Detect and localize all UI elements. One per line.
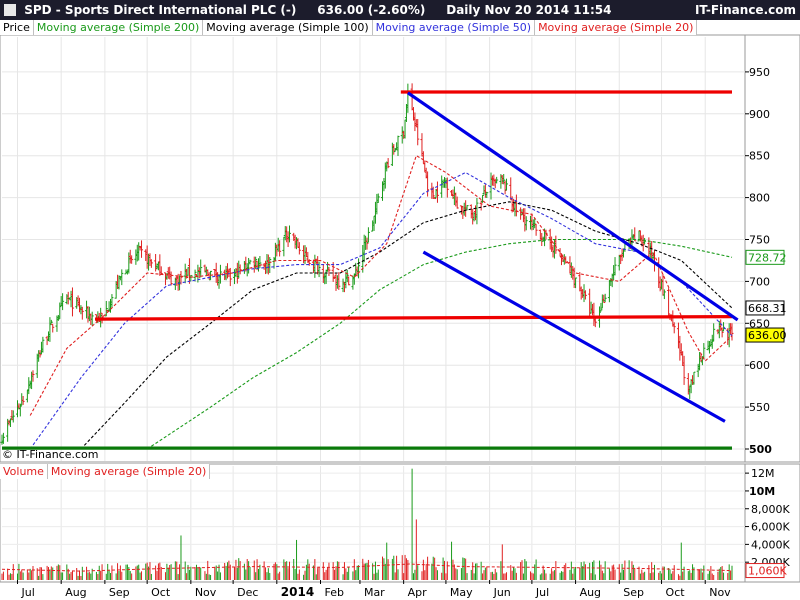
date-tick-label: Feb xyxy=(324,586,343,599)
trendline-mid-support xyxy=(95,314,733,321)
last-value-label-ma200: 728.72 xyxy=(748,251,787,264)
legend-ma100[interactable]: Moving average (Simple 100) xyxy=(203,20,373,35)
volume-ma20-line xyxy=(1,563,733,572)
legend-volume[interactable]: Volume xyxy=(0,464,48,479)
date-tick-label: 2014 xyxy=(281,585,314,599)
volume-tick-label: 4,000K xyxy=(751,538,790,551)
trendline-channel-upper xyxy=(406,91,739,322)
app-logo-icon xyxy=(4,4,16,16)
last-value-tag-ma200 xyxy=(745,249,785,265)
volume-ma-line xyxy=(1,563,733,572)
last-value-label-price: 636.00 xyxy=(748,329,787,342)
date-tick-label: Aug xyxy=(65,586,86,599)
legend-vol-ma20[interactable]: Moving average (Simple 20) xyxy=(47,464,211,479)
price-tick-label: 750 xyxy=(749,234,770,247)
price-tick-label: 600 xyxy=(749,359,770,372)
date-tick-label: Jul xyxy=(535,586,549,599)
date-axis: Jul Aug Sep Oct Nov Dec 2014 Feb Mar Apr May Jun Jul… xyxy=(17,580,731,599)
copyright: © IT-Finance.com xyxy=(2,448,99,461)
date-tick-label: Nov xyxy=(195,586,217,599)
volume-last-label: 1,060K xyxy=(748,565,787,578)
volume-legend: Volume Moving average (Simple 20) xyxy=(0,464,211,479)
date-tick-label: Jun xyxy=(493,586,511,599)
price-tick-label: 800 xyxy=(749,192,770,205)
last-value-label-ma100: 668.31 xyxy=(748,302,787,315)
price-legend: Price Moving average (Simple 200) Moving… xyxy=(0,20,698,35)
legend-ma20[interactable]: Moving average (Simple 20) xyxy=(535,20,698,35)
volume-tick-label: 12M xyxy=(751,467,775,480)
trendline-channel-lower xyxy=(422,250,726,423)
date-tick-label: Oct xyxy=(666,586,686,599)
date-tick-label: Nov xyxy=(709,586,731,599)
volume-tick-label: 6,000K xyxy=(751,521,790,534)
price-tick-label: 950 xyxy=(749,66,770,79)
trendlines xyxy=(2,90,739,450)
last-price-change: 636.00 (-2.60%) xyxy=(317,3,426,17)
date-tick-label: Aug xyxy=(580,586,601,599)
date-tick-label: Sep xyxy=(623,586,644,599)
volume-axis-frame xyxy=(744,463,800,583)
ma200-line xyxy=(146,238,733,450)
date-tick-label: Dec xyxy=(237,586,258,599)
price-tick-label: 900 xyxy=(749,108,770,121)
price-tick-label: 850 xyxy=(749,150,770,163)
chart-title: SPD - Sports Direct International PLC (-… xyxy=(24,3,297,17)
ma50-line xyxy=(29,171,733,450)
price-tick-label: 650 xyxy=(749,317,770,330)
title-bar: SPD - Sports Direct International PLC (-… xyxy=(0,0,800,20)
last-value-tag-ma100 xyxy=(745,300,785,316)
price-axis: 500 550 600 650 700 750 800 850 900 950 728.72 668.… xyxy=(745,66,787,456)
date-tick-label: Mar xyxy=(364,586,385,599)
volume-last-tag xyxy=(745,563,785,579)
last-value-tag-price xyxy=(745,327,785,343)
legend-ma200[interactable]: Moving average (Simple 200) xyxy=(33,20,204,35)
volume-tick-label: 10M xyxy=(749,485,775,498)
date-tick-label: Sep xyxy=(109,586,130,599)
date-tick-label: Apr xyxy=(408,586,428,599)
price-tick-label: 550 xyxy=(749,401,770,414)
date-tick-label: Jul xyxy=(21,586,35,599)
date-tick-label: May xyxy=(450,586,473,599)
price-tick-label: 700 xyxy=(749,275,770,288)
volume-tick-label: 8,000K xyxy=(751,503,790,516)
price-axis-frame xyxy=(744,34,800,463)
date-tick-label: Oct xyxy=(151,586,171,599)
brand-label: IT-Finance.com xyxy=(694,3,796,17)
period-label: Daily Nov 20 2014 11:54 xyxy=(446,3,612,17)
legend-price[interactable]: Price xyxy=(0,20,34,35)
legend-ma50[interactable]: Moving average (Simple 50) xyxy=(372,20,536,35)
price-tick-label: 500 xyxy=(749,443,772,456)
